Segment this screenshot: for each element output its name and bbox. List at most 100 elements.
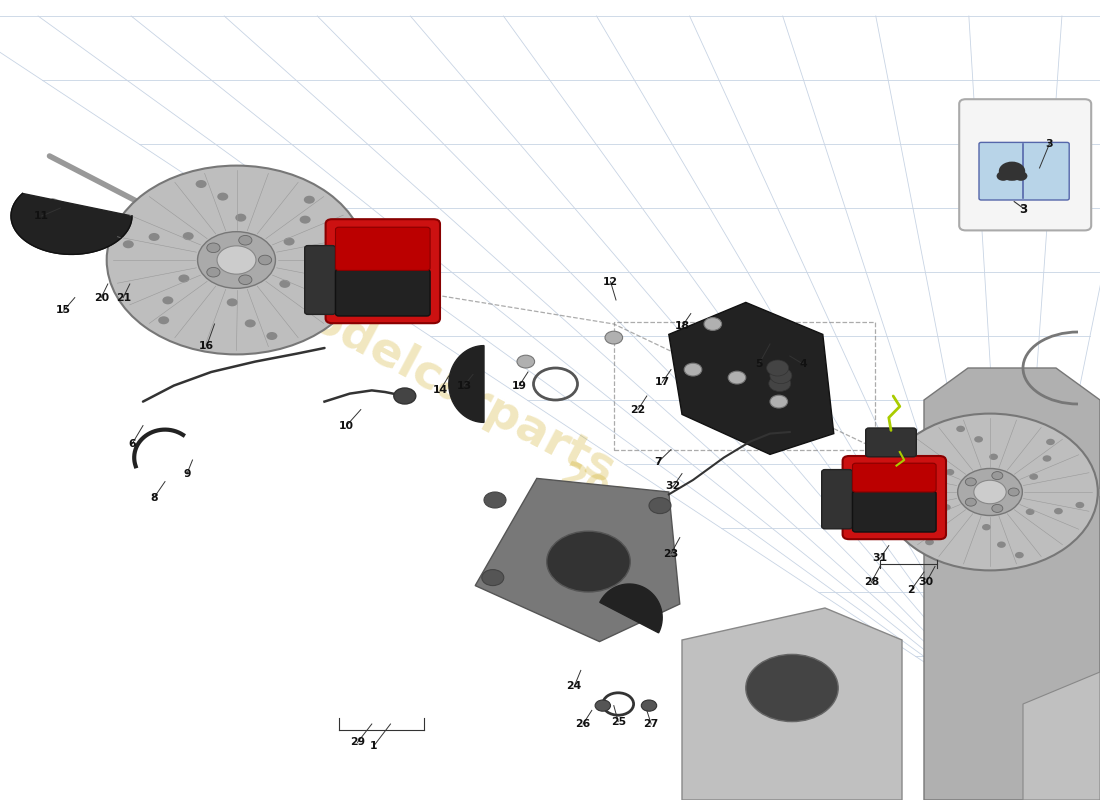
Circle shape [917,470,926,476]
Circle shape [895,476,904,482]
Circle shape [517,355,535,368]
Circle shape [207,243,220,253]
Text: 12: 12 [603,277,618,286]
FancyBboxPatch shape [866,428,916,457]
Circle shape [207,267,220,277]
Circle shape [266,332,277,340]
Circle shape [746,654,838,722]
Circle shape [1054,508,1063,514]
Circle shape [958,469,1022,515]
Circle shape [928,522,937,529]
Text: 22: 22 [630,405,646,414]
Text: 29: 29 [350,738,365,747]
Circle shape [218,193,229,201]
Circle shape [304,196,315,204]
Polygon shape [475,478,680,642]
Text: 13: 13 [456,381,472,390]
Circle shape [258,255,272,265]
Polygon shape [669,302,834,454]
Circle shape [244,319,255,327]
Circle shape [196,180,207,188]
Text: 14: 14 [432,386,448,395]
Circle shape [997,542,1005,548]
Circle shape [1025,509,1034,515]
Circle shape [148,233,159,241]
Text: 20: 20 [94,293,109,302]
Circle shape [684,363,702,376]
Circle shape [992,471,1003,479]
FancyBboxPatch shape [843,456,946,539]
Circle shape [239,275,252,285]
FancyBboxPatch shape [336,227,430,270]
Circle shape [989,454,998,460]
Circle shape [217,246,256,274]
Circle shape [769,375,791,391]
Text: 25: 25 [610,717,626,726]
Circle shape [966,478,977,486]
Circle shape [107,166,366,354]
Text: 23: 23 [663,549,679,558]
Circle shape [946,469,955,475]
FancyBboxPatch shape [852,463,936,492]
Text: 15: 15 [56,306,72,315]
Text: 10: 10 [339,421,354,430]
Text: 31: 31 [872,554,888,563]
Circle shape [1043,455,1052,462]
Circle shape [605,331,623,344]
Polygon shape [11,194,132,254]
Polygon shape [924,368,1100,800]
FancyBboxPatch shape [326,219,440,323]
Circle shape [1015,552,1024,558]
FancyBboxPatch shape [822,470,853,529]
Circle shape [484,492,506,508]
FancyBboxPatch shape [305,246,336,314]
Circle shape [767,360,789,376]
Text: 2005: 2005 [552,458,658,534]
Text: 1: 1 [371,741,377,750]
Text: 17: 17 [654,378,670,387]
Circle shape [163,296,174,304]
Circle shape [198,232,275,288]
Circle shape [704,318,722,330]
Circle shape [770,395,788,408]
Text: 2: 2 [908,586,914,595]
Circle shape [974,480,1006,504]
Circle shape [942,504,950,510]
Polygon shape [600,584,662,633]
Text: 27: 27 [644,719,659,729]
Text: 16: 16 [199,341,214,350]
Text: modelcarparts: modelcarparts [258,274,622,494]
Circle shape [975,436,983,442]
Circle shape [482,570,504,586]
Circle shape [235,214,246,222]
Circle shape [956,426,965,432]
Circle shape [999,162,1025,181]
Circle shape [1009,488,1020,496]
Circle shape [394,388,416,404]
Circle shape [158,316,169,324]
Circle shape [966,498,977,506]
Circle shape [641,700,657,711]
Circle shape [982,524,991,530]
Circle shape [227,298,238,306]
Text: 21: 21 [116,293,131,302]
Text: 26: 26 [575,719,591,729]
Circle shape [1076,502,1085,508]
Circle shape [882,414,1098,570]
Circle shape [997,171,1010,181]
Text: 8: 8 [151,493,157,502]
Text: 32: 32 [666,482,681,491]
Circle shape [299,216,310,224]
Circle shape [178,274,189,282]
Text: 6: 6 [129,439,135,449]
Text: 28: 28 [864,578,879,587]
FancyBboxPatch shape [336,270,430,316]
FancyBboxPatch shape [959,99,1091,230]
Circle shape [284,238,295,246]
Text: 24: 24 [566,682,582,691]
Text: 5: 5 [756,359,762,369]
FancyBboxPatch shape [852,491,936,532]
Circle shape [279,280,290,288]
FancyBboxPatch shape [979,142,1069,200]
Circle shape [649,498,671,514]
